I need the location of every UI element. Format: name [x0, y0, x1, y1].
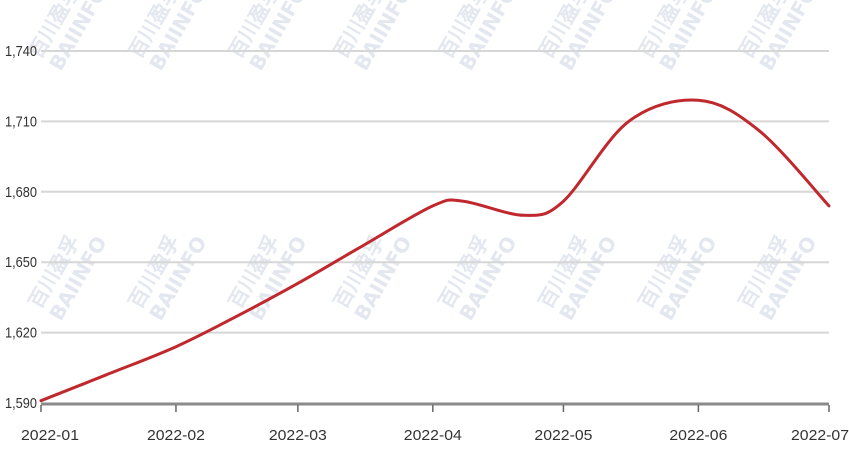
y-tick-label: 1,710 — [5, 113, 37, 130]
x-tick-label: 2022-03 — [269, 427, 327, 444]
x-tick-label: 2022-05 — [534, 427, 592, 444]
y-tick-label: 1,740 — [5, 43, 37, 60]
x-tick-label: 2022-07 — [791, 427, 849, 444]
plot-area — [39, 98, 831, 403]
y-axis: 1,590 1,620 1,650 1,680 1,710 1,740 — [5, 43, 37, 412]
x-axis: 2022-01 2022-02 2022-03 2022-04 2022-05 2022-… — [21, 402, 849, 444]
y-tick-label: 1,590 — [5, 395, 37, 412]
y-tick-label: 1,680 — [5, 184, 37, 201]
gridlines — [41, 50, 829, 334]
x-tick-label: 2022-01 — [21, 427, 79, 444]
y-tick-label: 1,620 — [5, 325, 37, 342]
x-tick-label: 2022-06 — [669, 427, 727, 444]
x-tick-label: 2022-04 — [404, 427, 462, 444]
x-tick-label: 2022-02 — [147, 427, 205, 444]
y-tick-label: 1,650 — [5, 254, 37, 271]
